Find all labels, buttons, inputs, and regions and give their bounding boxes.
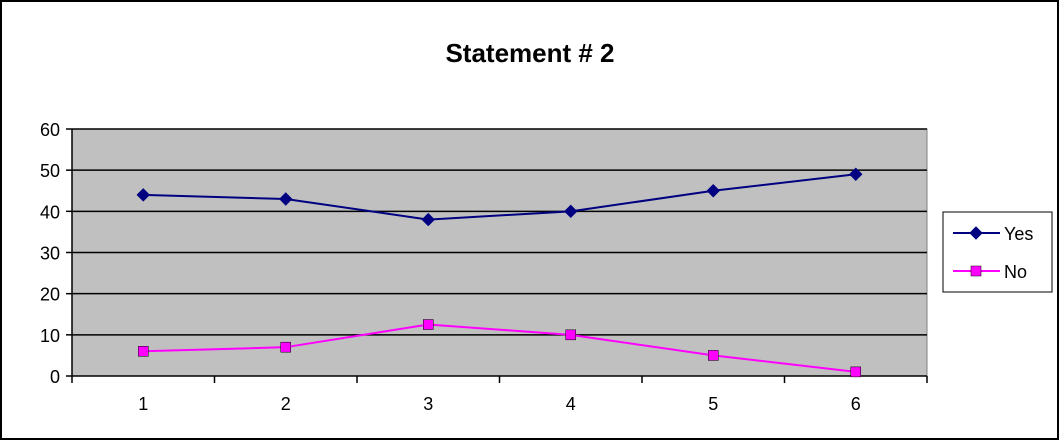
data-point-yes bbox=[564, 204, 578, 219]
data-point-no bbox=[565, 329, 576, 341]
legend: Yes No bbox=[942, 211, 1053, 293]
y-tick-label: 20 bbox=[40, 285, 60, 305]
legend-marker-yes bbox=[969, 226, 983, 240]
x-tick-label: 4 bbox=[566, 394, 576, 414]
series-group bbox=[136, 167, 863, 378]
legend-label-no: No bbox=[1004, 262, 1027, 282]
x-tick-label: 3 bbox=[423, 394, 433, 414]
data-point-yes bbox=[421, 212, 435, 227]
series-line-yes bbox=[143, 173, 856, 221]
data-point-yes bbox=[136, 188, 150, 202]
y-tick-label: 40 bbox=[40, 202, 60, 222]
y-tick-label: 10 bbox=[40, 326, 60, 346]
data-point-no bbox=[280, 341, 291, 353]
y-tick-label: 60 bbox=[40, 120, 60, 140]
plot-area bbox=[71, 128, 928, 377]
data-point-yes bbox=[279, 192, 293, 206]
data-point-no bbox=[423, 319, 434, 330]
x-tick-label: 1 bbox=[138, 394, 148, 414]
legend-box bbox=[942, 211, 1053, 293]
y-tick-label: 50 bbox=[40, 161, 60, 181]
legend-label-yes: Yes bbox=[1004, 224, 1033, 244]
data-point-no bbox=[708, 350, 719, 361]
legend-marker-no bbox=[970, 265, 982, 277]
chart-title: Statement # 2 bbox=[445, 38, 614, 68]
axes: 0 10 20 30 40 50 60 1 2 3 4 5 6 bbox=[40, 120, 928, 414]
x-tick-label: 2 bbox=[281, 394, 291, 414]
data-point-yes bbox=[849, 167, 863, 181]
y-tick-label: 30 bbox=[40, 244, 60, 264]
x-tick-label: 5 bbox=[708, 394, 718, 414]
data-point-no bbox=[138, 346, 149, 357]
data-point-no bbox=[850, 366, 861, 378]
series-line-no bbox=[143, 323, 856, 373]
y-tick-label: 0 bbox=[50, 367, 60, 387]
x-tick-label: 6 bbox=[851, 394, 861, 414]
data-point-yes bbox=[706, 184, 720, 198]
